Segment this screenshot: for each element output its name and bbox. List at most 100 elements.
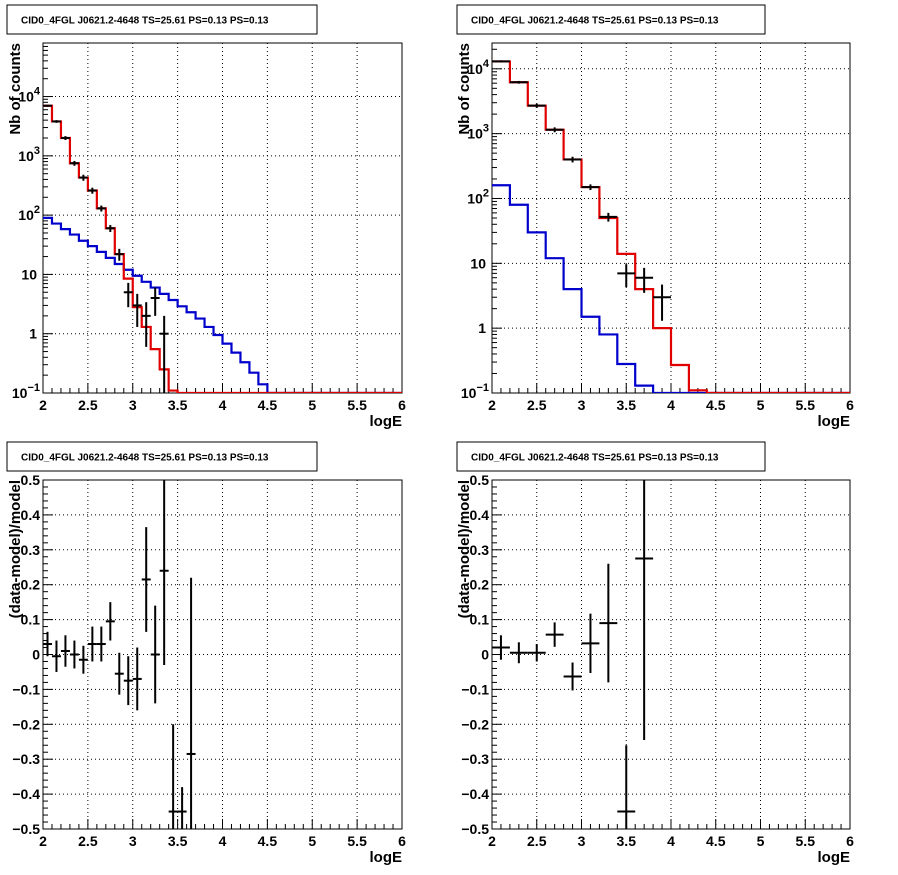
- x-tick-label: 6: [398, 833, 406, 849]
- data-point: [69, 640, 79, 669]
- y-tick-label: 0.2: [470, 577, 490, 593]
- title-box: [456, 4, 766, 35]
- data-point: [563, 156, 582, 163]
- data-point: [51, 120, 61, 123]
- chart-panel-2: CID0_4FGL J0621.2-4648 TS=25.61 PS=0.13 …: [456, 4, 854, 430]
- y-tick-label: 102: [467, 187, 489, 206]
- x-tick-label: 4.5: [258, 833, 278, 849]
- x-axis-label: logE: [370, 849, 403, 866]
- grid: [492, 480, 850, 829]
- x-tick-label: 4: [667, 397, 675, 413]
- x-tick-label: 5: [757, 833, 765, 849]
- x-tick-label: 2.5: [78, 397, 98, 413]
- data-point: [141, 527, 151, 632]
- y-axis-label: Nb of counts: [456, 43, 473, 135]
- data-point: [78, 174, 88, 181]
- data-point: [581, 184, 600, 191]
- title-box: [6, 441, 318, 472]
- y-axis-label: (data-model)/model: [7, 480, 24, 618]
- data-point: [69, 160, 79, 166]
- y-tick-label: −0.4: [12, 786, 40, 802]
- x-tick-label: 5: [308, 833, 316, 849]
- y-tick-label: −0.4: [461, 786, 489, 802]
- x-tick-label: 6: [846, 833, 854, 849]
- x-tick-label: 5.5: [796, 397, 816, 413]
- data-point: [177, 787, 187, 829]
- x-tick-label: 3.5: [617, 397, 637, 413]
- x-tick-label: 4: [219, 833, 227, 849]
- ticks: [42, 479, 403, 830]
- chart-panel-4: CID0_4FGL J0621.2-4648 TS=25.61 PS=0.13 …: [456, 441, 854, 866]
- y-tick-label: −0.2: [12, 716, 40, 732]
- y-axis-label: (data-model)/model: [456, 480, 473, 618]
- y-tick-label: 0.2: [21, 577, 41, 593]
- data-point: [617, 745, 636, 829]
- data-point: [132, 647, 142, 711]
- data-point: [123, 656, 133, 706]
- x-tick-label: 2.5: [78, 833, 98, 849]
- y-tick-label: 0.5: [21, 472, 41, 488]
- data-point: [141, 302, 151, 347]
- y-tick-label: −0.5: [461, 821, 489, 837]
- y-tick-label: 104: [18, 86, 41, 105]
- x-tick-label: 5: [308, 397, 316, 413]
- x-tick-label: 4.5: [258, 397, 278, 413]
- y-tick-label: 0.3: [21, 542, 41, 558]
- plot-frame: [491, 479, 851, 830]
- y-tick-label: 0.3: [470, 542, 490, 558]
- data-point: [114, 652, 124, 695]
- y-tick-label: 0: [32, 647, 40, 663]
- data-point: [96, 205, 106, 212]
- y-tick-label: 10: [470, 255, 486, 271]
- x-tick-label: 4.5: [706, 397, 726, 413]
- data-point: [60, 635, 70, 667]
- chart-panel-3: CID0_4FGL J0621.2-4648 TS=25.61 PS=0.13 …: [6, 441, 406, 866]
- x-tick-label: 5.5: [796, 833, 816, 849]
- data-point: [545, 127, 564, 133]
- data-point: [159, 315, 169, 393]
- y-axis-label: Nb of counts: [7, 43, 24, 135]
- y-tick-label: 1: [478, 320, 486, 336]
- data-point: [78, 645, 88, 674]
- data-point: [87, 626, 97, 662]
- y-tick-label: −0.3: [461, 751, 489, 767]
- title-box: [456, 441, 766, 472]
- data-point: [527, 103, 546, 108]
- y-tick-label: −0.5: [12, 821, 40, 837]
- data-point: [617, 264, 636, 288]
- y-tick-label: 103: [18, 145, 40, 164]
- x-tick-label: 2: [39, 397, 47, 413]
- data-point: [599, 563, 618, 683]
- data-point: [114, 248, 124, 261]
- y-tick-label: 0.1: [21, 612, 41, 628]
- data-point: [635, 267, 654, 293]
- x-tick-label: 2: [39, 833, 47, 849]
- ticks: [491, 479, 851, 830]
- x-tick-label: 4: [667, 833, 675, 849]
- data-point: [581, 613, 600, 673]
- data-point: [599, 212, 618, 222]
- data-point: [492, 60, 510, 63]
- data-point: [545, 622, 564, 647]
- x-tick-label: 4.5: [706, 833, 726, 849]
- data-point: [186, 577, 196, 829]
- x-tick-label: 3: [578, 397, 586, 413]
- plot-area: [43, 104, 402, 393]
- plot-frame: [42, 479, 403, 830]
- chart-title: CID0_4FGL J0621.2-4648 TS=25.61 PS=0.13 …: [471, 16, 719, 27]
- data-point: [150, 605, 160, 704]
- chart-panel-1: CID0_4FGL J0621.2-4648 TS=25.61 PS=0.13 …: [6, 4, 406, 430]
- x-tick-label: 3.5: [168, 833, 188, 849]
- grid: [43, 480, 402, 829]
- x-tick-label: 2.5: [527, 833, 547, 849]
- y-tick-label: 10−1: [461, 382, 489, 401]
- data-point: [51, 640, 61, 672]
- x-tick-label: 3.5: [617, 833, 637, 849]
- data-point: [159, 480, 169, 665]
- y-tick-label: 102: [18, 204, 40, 223]
- plot-area: [492, 480, 654, 829]
- y-tick-label: 104: [467, 58, 490, 77]
- y-tick-label: 0.1: [470, 612, 490, 628]
- x-tick-label: 2: [488, 833, 496, 849]
- ticks: [491, 48, 851, 394]
